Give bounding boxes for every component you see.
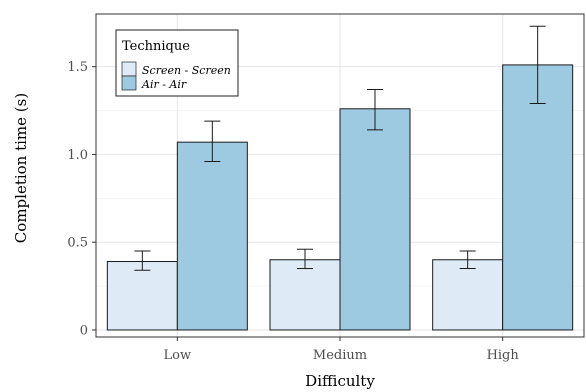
bar [502,64,574,331]
x-tick-label: Medium [313,348,367,363]
error-bar [297,248,313,270]
error-bars-layer [134,25,546,271]
y-tick-label: 0.5 [67,236,88,251]
y-tick-label: 0 [80,323,88,338]
legend-swatch-air-air [121,75,137,91]
y-axis-title: Completion time (s) [12,93,30,243]
bar [106,261,178,331]
legend-label-air-air: Air - Air [141,78,187,91]
error-bar [459,250,476,270]
error-bar [367,88,383,131]
y-axis: 0 0.5 1.0 1.5 [67,60,96,338]
y-tick-label: 1.5 [67,60,88,75]
x-tick-label: Low [164,348,192,363]
y-tick-label: 1.0 [67,148,88,163]
bar [176,141,248,331]
legend: Technique Screen - Screen Air - Air [115,29,239,97]
bar [339,108,411,331]
bars-layer [106,64,574,331]
error-bar [529,25,546,105]
legend-title: Technique [122,39,190,54]
x-axis: Low Medium High [164,337,520,363]
legend-label-screen-screen: Screen - Screen [142,64,231,77]
bar [432,259,504,331]
x-tick-label: High [487,348,520,363]
error-bar [204,120,221,162]
error-bar [134,250,151,271]
x-axis-title: Difficulty [305,372,375,390]
bar [269,259,341,331]
legend-swatch-screen-screen [121,61,137,77]
